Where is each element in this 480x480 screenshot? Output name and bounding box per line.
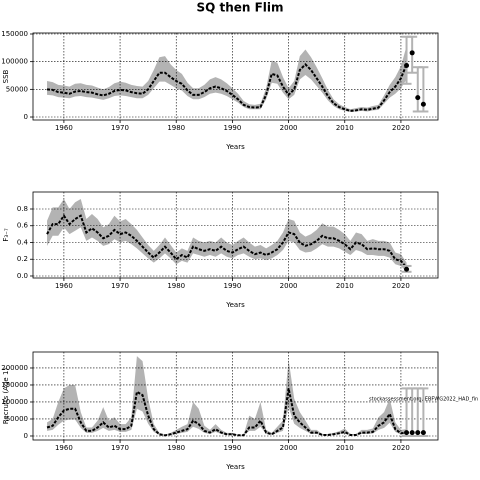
x-axis-label: Years bbox=[225, 143, 245, 151]
x-tick-label: 1990 bbox=[223, 124, 241, 132]
y-axis-label: Recruits (Age 1) bbox=[2, 368, 10, 425]
x-tick-label: 1980 bbox=[167, 444, 185, 452]
y-tick-label: 0.8 bbox=[17, 205, 28, 213]
y-tick-label: 0.0 bbox=[17, 272, 28, 280]
plot-area bbox=[46, 198, 408, 272]
estimate-line bbox=[46, 213, 408, 269]
point bbox=[404, 430, 410, 436]
frame bbox=[32, 32, 439, 121]
point bbox=[420, 101, 426, 107]
y-tick-label: 0.6 bbox=[17, 222, 29, 230]
x-tick-label: 1960 bbox=[55, 282, 73, 290]
chart-title: SQ then Flim bbox=[196, 1, 283, 15]
confidence-band bbox=[47, 46, 407, 113]
y-tick-label: 150000 bbox=[1, 381, 28, 389]
x-tick-label: 2000 bbox=[280, 124, 298, 132]
confidence-band bbox=[47, 198, 407, 272]
confidence-band bbox=[47, 356, 407, 436]
frame bbox=[32, 191, 439, 279]
x-tick-label: 1970 bbox=[111, 444, 129, 452]
y-tick-label: 200000 bbox=[1, 364, 28, 372]
x-tick-label: 1970 bbox=[111, 124, 129, 132]
x-axis-label: Years bbox=[225, 463, 245, 471]
y-tick-label: 0.2 bbox=[17, 255, 28, 263]
x-tick-label: 1970 bbox=[111, 282, 129, 290]
plot-area bbox=[46, 46, 408, 113]
y-tick-label: 50000 bbox=[6, 415, 28, 423]
point bbox=[409, 430, 415, 436]
x-tick-label: 2010 bbox=[336, 444, 354, 452]
point bbox=[404, 266, 410, 272]
point bbox=[409, 50, 415, 56]
x-tick-label: 2020 bbox=[392, 282, 410, 290]
x-tick-label: 1990 bbox=[223, 444, 241, 452]
plot-area bbox=[46, 356, 407, 437]
point bbox=[404, 63, 410, 69]
y-tick-label: 150000 bbox=[1, 30, 28, 38]
x-axis-label: Years bbox=[225, 301, 245, 309]
x-tick-label: 2020 bbox=[392, 444, 410, 452]
y-tick-label: 0 bbox=[24, 432, 28, 440]
y-tick-label: 0.4 bbox=[17, 238, 29, 246]
y-axis-label: F₃₋₇ bbox=[2, 228, 10, 242]
x-tick-label: 1980 bbox=[167, 282, 185, 290]
y-axis-label: SSB bbox=[2, 69, 10, 83]
x-tick-label: 2020 bbox=[392, 124, 410, 132]
x-tick-label: 2010 bbox=[336, 124, 354, 132]
point bbox=[420, 430, 426, 436]
x-tick-label: 1960 bbox=[55, 444, 73, 452]
x-tick-label: 1990 bbox=[223, 282, 241, 290]
annotation: stockassessment.org, EBFWG2022_HAD_fin bbox=[369, 397, 478, 403]
estimate-line bbox=[46, 388, 407, 437]
x-tick-label: 2000 bbox=[280, 282, 298, 290]
point bbox=[415, 430, 421, 436]
estimate-line bbox=[46, 63, 408, 112]
x-tick-label: 1980 bbox=[167, 124, 185, 132]
x-tick-label: 2010 bbox=[336, 282, 354, 290]
x-tick-label: 1960 bbox=[55, 124, 73, 132]
x-tick-label: 2000 bbox=[280, 444, 298, 452]
y-tick-label: 100000 bbox=[1, 398, 28, 406]
point bbox=[415, 95, 421, 101]
y-tick-label: 100000 bbox=[1, 58, 28, 66]
y-tick-label: 50000 bbox=[6, 85, 28, 93]
y-tick-label: 0 bbox=[24, 113, 28, 121]
frame bbox=[32, 351, 439, 441]
